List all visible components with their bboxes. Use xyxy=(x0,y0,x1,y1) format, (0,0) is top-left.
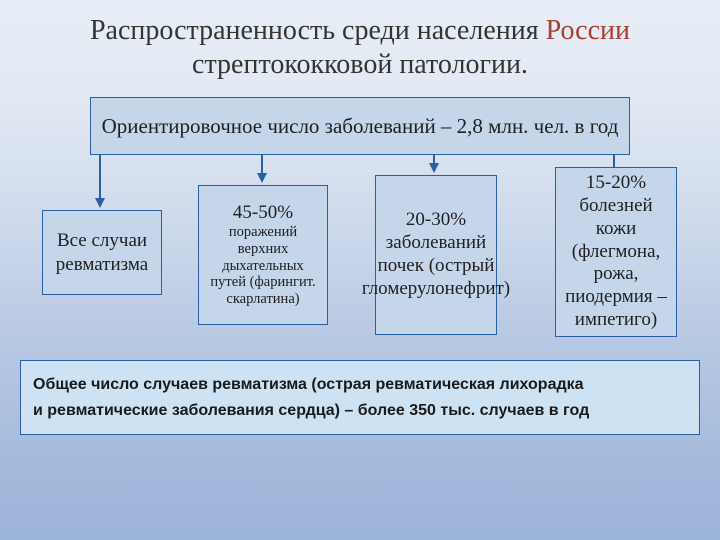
arrow-line xyxy=(99,155,101,199)
footnote-box: Общее число случаев ревматизма (острая р… xyxy=(20,360,700,435)
arrow-head-icon xyxy=(95,198,105,208)
arrow-line xyxy=(261,155,263,174)
slide-title: Распространенность среди населения Росси… xyxy=(0,14,720,81)
top-summary-text: Ориентировочное число заболеваний – 2,8 … xyxy=(102,113,619,139)
top-summary-box: Ориентировочное число заболеваний – 2,8 … xyxy=(90,97,630,155)
title-before: Распространенность среди населения xyxy=(90,15,546,46)
footnote-line1: Общее число случаев ревматизма (острая р… xyxy=(33,372,584,398)
child-box-rheumatism: Все случаи ревматизма xyxy=(42,210,162,295)
child-box-respiratory: 45-50% поражений верхних дыхательных пут… xyxy=(198,185,328,325)
child-box-kidney: 20-30% заболеваний почек (острый гломеру… xyxy=(375,175,497,335)
footnote-line2: и ревматические заболевания сердца) – бо… xyxy=(33,398,589,424)
arrow-head-icon xyxy=(429,163,439,173)
child-box-text: 20-30% заболеваний почек (острый гломеру… xyxy=(362,209,510,300)
title-highlight: России xyxy=(546,15,630,46)
child-box-text: поражений верхних дыхательных путей (фар… xyxy=(205,224,321,307)
child-box-skin: 15-20% болезней кожи (флегмона, рожа, пи… xyxy=(555,167,677,337)
child-box-text: Все случаи ревматизма xyxy=(49,229,155,277)
child-box-text: 15-20% болезней кожи (флегмона, рожа, пи… xyxy=(562,172,670,332)
title-after: стрептококковой патологии. xyxy=(192,49,528,80)
arrow-head-icon xyxy=(257,173,267,183)
child-box-percent: 45-50% xyxy=(233,202,293,224)
